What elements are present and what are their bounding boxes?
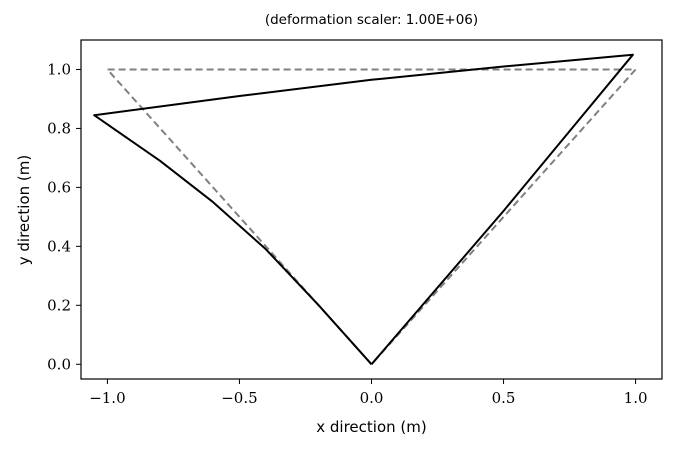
y-tick-label: 0.2 [47,296,71,314]
x-axis-label: x direction (m) [316,418,427,436]
x-tick-label: −0.5 [221,389,257,407]
series-deformed-line [93,53,634,365]
x-tick-label: 1.0 [624,389,648,407]
y-tick-label: 0.4 [47,237,71,255]
y-tick-label: 0.6 [47,178,71,196]
axes-frame [80,39,663,380]
y-tick-label: 0.0 [47,355,71,373]
y-axis-label: y direction (m) [15,154,33,266]
chart-title: (deformation scaler: 1.00E+06) [264,12,479,28]
x-tick-label: 0.5 [492,389,516,407]
x-tick-label: −1.0 [89,389,125,407]
y-tick-label: 0.8 [47,119,71,137]
series-undeformed-line [106,68,637,365]
y-tick-label: 1.0 [47,60,71,78]
x-tick-label: 0.0 [360,389,384,407]
